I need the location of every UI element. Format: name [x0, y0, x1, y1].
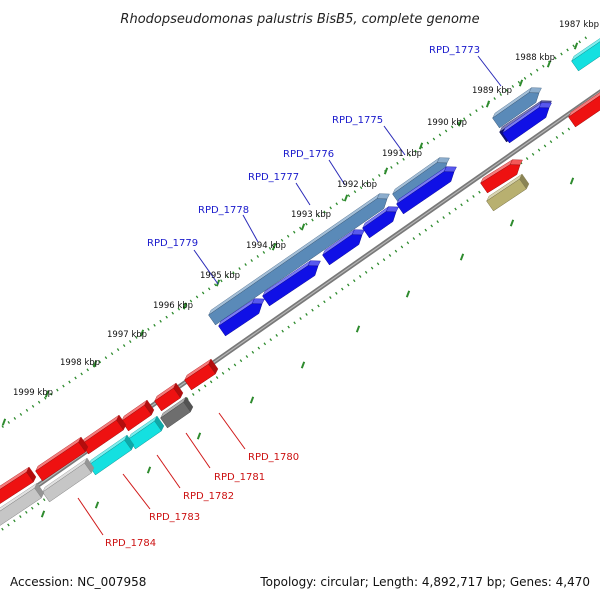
gene-rpd-1773-block: [492, 87, 542, 129]
major-tick: [405, 290, 411, 298]
major-tick: [271, 243, 277, 251]
map-title: Rhodopseudomonas palustris BisB5, comple…: [120, 12, 479, 27]
gene-features: [0, 38, 600, 526]
leader-line: [295, 182, 311, 206]
tick-label: 1992 kbp: [337, 180, 377, 190]
leader-line: [77, 497, 104, 536]
gene-red-1780: [184, 358, 219, 391]
gene-red-1781a: [154, 382, 184, 412]
major-tick: [509, 219, 515, 227]
gene-labels: RPD_1773 RPD_1775 RPD_1776 RPD_1777 RPD_1778…: [105, 45, 480, 549]
gene-label-rpd-1775[interactable]: RPD_1775: [332, 115, 383, 126]
gene-red-1781b: [121, 399, 155, 432]
gene-silver-a: [42, 457, 95, 503]
gene-cyan-a: [128, 415, 165, 450]
gene-olive: [486, 173, 530, 212]
major-tick: [215, 279, 221, 287]
gene-label-rpd-1783[interactable]: RPD_1783: [149, 512, 200, 523]
kbp-ticks: [0, 33, 600, 533]
major-tick: [44, 390, 50, 398]
major-tick: [139, 329, 145, 337]
gene-label-rpd-1784[interactable]: RPD_1784: [105, 538, 156, 549]
major-tick: [92, 360, 98, 368]
major-tick: [459, 253, 465, 261]
leader-line: [193, 249, 219, 285]
tick-label: 1990 kbp: [427, 118, 467, 128]
tick-labels: 1987 kbp 1988 kbp 1989 kbp 1990 kbp 1991 kbp…: [13, 20, 599, 398]
tick-label: 1997 kbp: [107, 330, 147, 340]
gene-label-rpd-1777[interactable]: RPD_1777: [248, 172, 299, 183]
gene-cyan-b: [88, 434, 135, 476]
gene-label-rpd-1780[interactable]: RPD_1780: [248, 452, 299, 463]
leader-line: [218, 412, 246, 450]
tick-label: 1989 kbp: [472, 86, 512, 96]
label-leader-lines: [77, 55, 502, 536]
gene-label-rpd-1776[interactable]: RPD_1776: [283, 149, 334, 160]
leader-line: [242, 214, 259, 243]
tick-label: 1987 kbp: [559, 20, 599, 30]
leader-line: [156, 454, 181, 489]
major-tick: [249, 396, 255, 404]
major-tick: [40, 510, 46, 518]
gene-red-mid: [480, 159, 523, 194]
major-tick: [355, 325, 361, 333]
major-tick: [182, 302, 188, 310]
gene-label-rpd-1773[interactable]: RPD_1773: [429, 45, 480, 56]
gene-silver-b: [0, 482, 45, 526]
leader-line: [328, 159, 346, 186]
gene-blue-f: [502, 102, 552, 144]
tick-label: 1991 kbp: [382, 149, 422, 159]
gene-rpd-1779-block: [208, 193, 390, 326]
tick-label: 1996 kbp: [153, 301, 193, 311]
tick-label: 1998 kbp: [60, 358, 100, 368]
major-tick: [573, 42, 579, 50]
genome-summary-text: Topology: circular; Length: 4,892,717 bp…: [260, 575, 590, 589]
leader-line: [122, 473, 151, 510]
major-tick: [300, 223, 306, 231]
major-tick: [196, 432, 202, 440]
major-tick: [518, 79, 524, 87]
tick-label: 1999 kbp: [13, 388, 53, 398]
major-tick: [343, 194, 349, 202]
gene-label-rpd-1781[interactable]: RPD_1781: [214, 472, 265, 483]
major-tick: [94, 501, 100, 509]
major-tick: [457, 119, 463, 127]
accession-text: Accession: NC_007958: [10, 575, 147, 589]
leader-line: [383, 125, 406, 156]
gene-gray: [160, 396, 194, 429]
gene-label-rpd-1779[interactable]: RPD_1779: [147, 238, 198, 249]
gene-rpd-1775-block: [392, 157, 450, 205]
tick-label: 1995 kbp: [200, 271, 240, 281]
gene-blue-e: [396, 166, 457, 215]
tick-label: 1988 kbp: [515, 53, 555, 63]
gene-blue-b: [262, 260, 321, 307]
major-tick: [485, 100, 491, 108]
major-tick: [383, 167, 389, 175]
leader-line: [185, 432, 211, 469]
gene-label-rpd-1782[interactable]: RPD_1782: [183, 491, 234, 502]
gene-label-rpd-1778[interactable]: RPD_1778: [198, 205, 249, 216]
major-tick: [546, 60, 552, 68]
gene-red-right: [568, 92, 600, 128]
major-tick: [300, 361, 306, 369]
gene-red-1784: [0, 466, 37, 504]
gene-1987-cyan: [571, 38, 600, 72]
major-tick: [1, 418, 7, 426]
major-tick: [418, 142, 424, 150]
major-tick: [569, 177, 575, 185]
gene-red-1782: [81, 414, 127, 455]
leader-line: [477, 55, 502, 87]
tick-label: 1993 kbp: [291, 210, 331, 220]
gene-blue-a: [218, 298, 265, 337]
gene-blue-d: [362, 206, 399, 239]
gene-red-1783: [35, 436, 89, 482]
major-tick: [146, 466, 152, 474]
tick-label: 1994 kbp: [246, 241, 286, 251]
gene-blue-c: [322, 229, 365, 266]
